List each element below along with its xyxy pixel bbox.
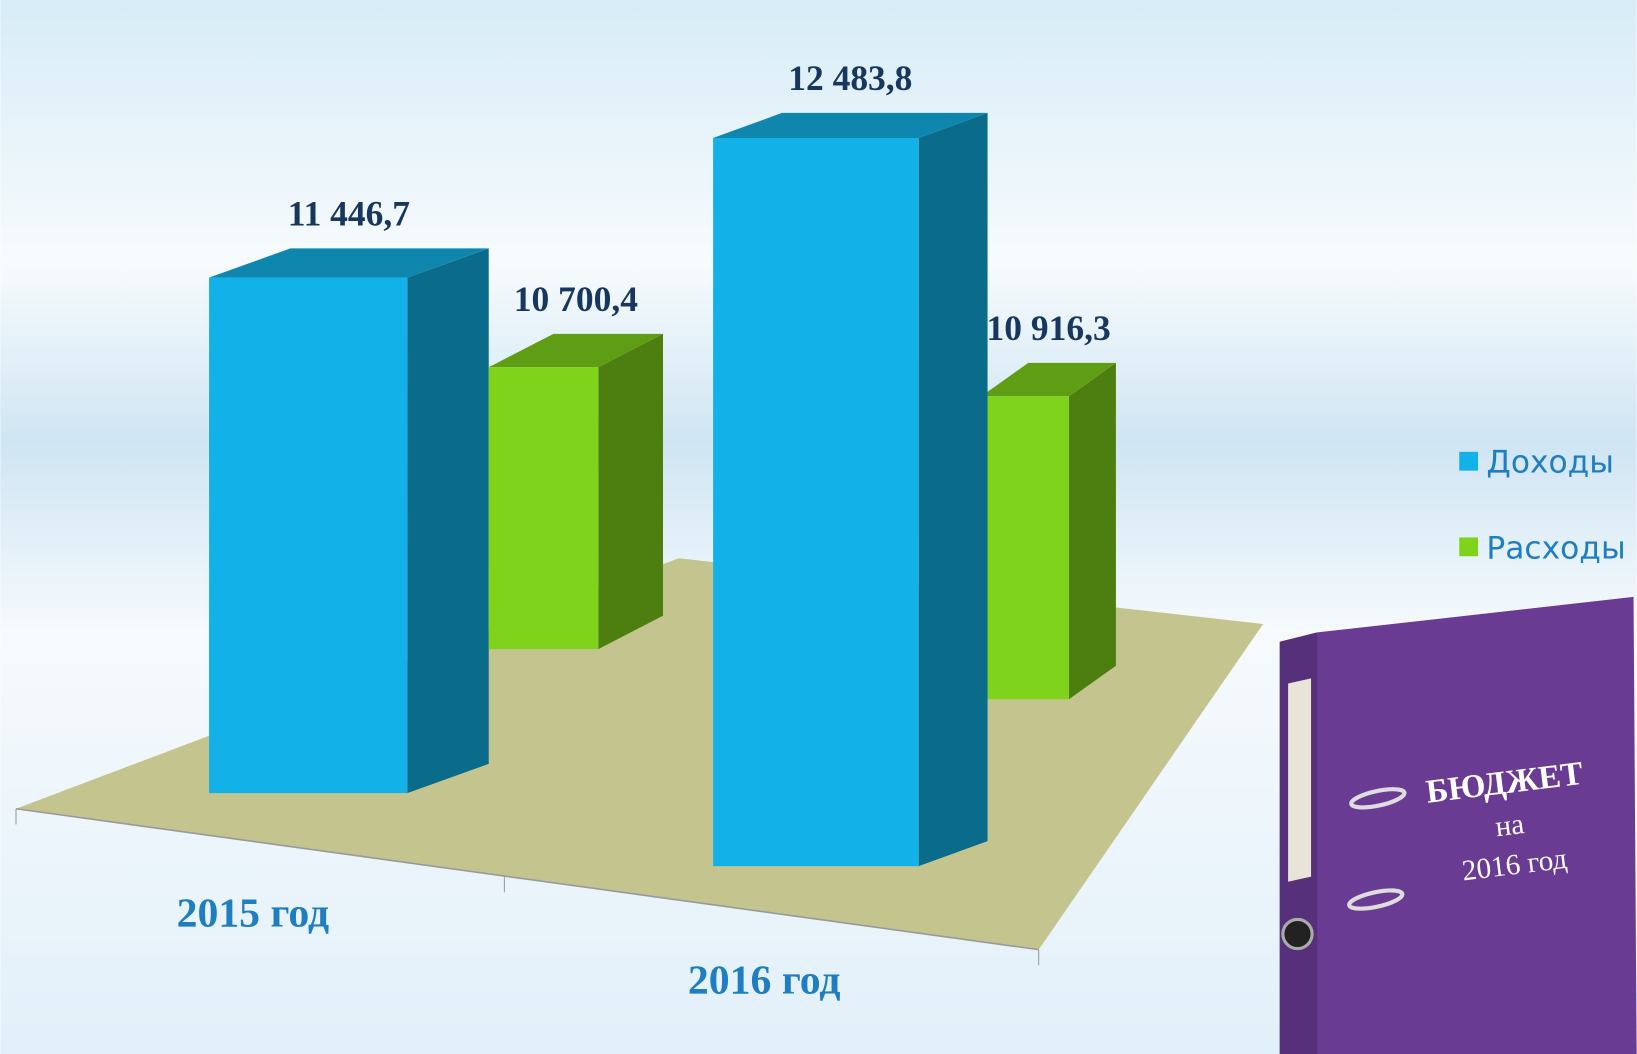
category-label: 2016 год (688, 957, 841, 1003)
legend-swatch (1459, 537, 1479, 557)
bar-top (488, 333, 664, 368)
value-label: 10 916,3 (987, 308, 1111, 348)
value-label: 12 483,8 (788, 58, 912, 98)
folder: БЮДЖЕТ на 2016 год (1279, 596, 1637, 1054)
value-label: 11 446,7 (288, 193, 410, 233)
bar (981, 396, 1069, 700)
bar-top (713, 112, 988, 138)
bar (713, 137, 919, 867)
legend-label: Доходы (1486, 445, 1614, 481)
bar-top (209, 248, 489, 278)
value-label: 10 700,4 (514, 279, 638, 319)
bar-side (598, 333, 664, 650)
bars: 11 446,7 10 700,4 10 916,3 12 483,8 (209, 58, 1116, 867)
bar-side (1068, 362, 1116, 700)
bar (488, 367, 599, 650)
hole (1281, 917, 1314, 951)
bar (209, 277, 408, 794)
ring (1347, 888, 1405, 911)
folder-body (1279, 596, 1637, 1054)
category-label: 2015 год (177, 891, 330, 937)
folder-label (1288, 678, 1312, 882)
floor-edge (15, 807, 1039, 951)
folder-text: на (1494, 808, 1526, 843)
ring (1349, 787, 1407, 810)
bar-top (981, 362, 1116, 397)
legend-swatch (1459, 451, 1479, 471)
bar-side (407, 248, 489, 794)
legend-label: Расходы (1486, 530, 1625, 566)
bar-side (918, 112, 988, 867)
